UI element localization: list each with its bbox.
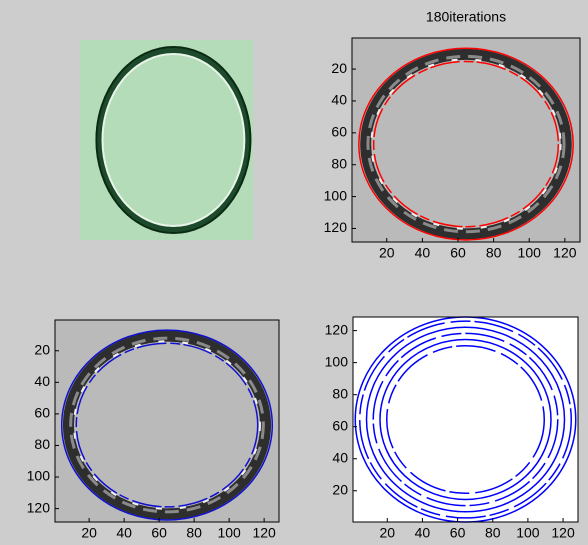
x-tick-label: 20 <box>379 525 395 541</box>
x-tick-label: 100 <box>518 245 542 261</box>
page: 180iterations 20 40 60 80 100 120 20 40 60 80 100 12… <box>0 0 588 545</box>
y-tick-label: 60 <box>34 405 50 421</box>
x-tick-label: 80 <box>186 525 202 541</box>
x-tick-label: 60 <box>450 525 466 541</box>
y-tick-label: 80 <box>332 385 348 401</box>
x-tick-label: 40 <box>415 245 431 261</box>
x-tick-label: 80 <box>486 245 502 261</box>
y-tick-label: 80 <box>34 436 50 452</box>
y-tick-label: 40 <box>331 92 347 108</box>
y-tick-label: 40 <box>34 373 50 389</box>
chart-title: 180iterations <box>426 9 506 25</box>
x-tick-label: 40 <box>415 525 431 541</box>
y-tick-label: 120 <box>324 219 348 235</box>
x-tick-label: 120 <box>553 245 577 261</box>
x-tick-label: 80 <box>485 525 501 541</box>
y-tick-label: 60 <box>331 124 347 140</box>
x-tick-label: 60 <box>151 525 167 541</box>
image-background <box>55 320 279 522</box>
y-tick-label: 100 <box>324 187 348 203</box>
x-tick-label: 100 <box>217 525 241 541</box>
y-tick-label: 40 <box>332 449 348 465</box>
x-tick-label: 120 <box>551 525 575 541</box>
figure: 180iterations 20 40 60 80 100 120 20 40 60 80 100 12… <box>0 0 588 545</box>
x-tick-label: 100 <box>516 525 540 541</box>
y-tick-label: 60 <box>332 417 348 433</box>
image-background <box>80 40 253 240</box>
y-tick-label: 20 <box>332 481 348 497</box>
y-tick-label: 20 <box>34 341 50 357</box>
y-tick-label: 120 <box>27 499 51 515</box>
x-tick-label: 20 <box>379 245 395 261</box>
x-tick-label: 20 <box>81 525 97 541</box>
y-tick-label: 80 <box>331 155 347 171</box>
y-tick-label: 100 <box>325 353 349 369</box>
x-tick-label: 60 <box>450 245 466 261</box>
y-tick-label: 20 <box>331 60 347 76</box>
x-tick-label: 40 <box>116 525 132 541</box>
x-tick-label: 120 <box>252 525 276 541</box>
y-tick-label: 120 <box>325 321 349 337</box>
image-background <box>352 38 580 242</box>
y-tick-label: 100 <box>27 468 51 484</box>
